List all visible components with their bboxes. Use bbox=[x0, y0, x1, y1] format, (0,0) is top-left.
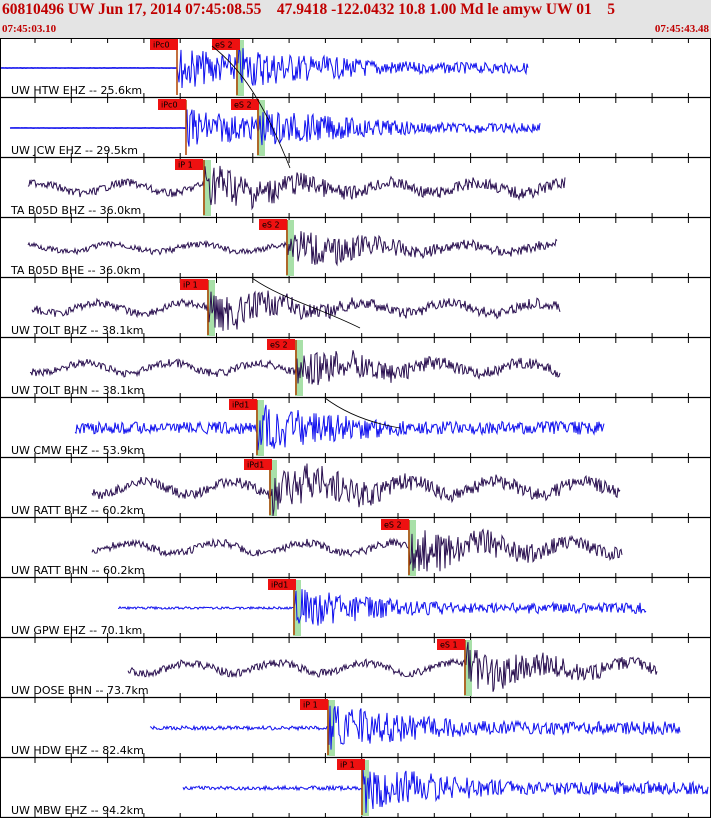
pick-label: eS 2 bbox=[234, 101, 252, 110]
station-label: UW TOLT BHZ -- 38.1km bbox=[11, 324, 144, 337]
pick-label: eS 2 bbox=[215, 41, 233, 50]
pick-label: iP 1 bbox=[303, 701, 318, 710]
pick-box[interactable] bbox=[381, 519, 409, 530]
pick-box[interactable] bbox=[229, 399, 257, 410]
pick-window bbox=[269, 460, 277, 516]
trace-panel: iP 1 UW MBW EHZ -- 94.2km bbox=[0, 758, 711, 818]
waveform bbox=[29, 350, 561, 386]
pick-window bbox=[464, 640, 472, 696]
pick-box[interactable] bbox=[267, 339, 295, 350]
pick-box[interactable] bbox=[158, 99, 186, 110]
station-label: TA B05D BHZ -- 36.0km bbox=[10, 204, 141, 217]
travel-time-curve bbox=[251, 277, 361, 329]
station-label: UW GPW EHZ -- 70.1km bbox=[11, 624, 142, 637]
waveform bbox=[149, 705, 681, 750]
pick-label: iPd1 bbox=[247, 461, 264, 470]
trace-panel: eS 2 UW RATT BHN -- 60.2km bbox=[0, 518, 711, 579]
waveform bbox=[118, 589, 647, 626]
trace-panel: iPd1 UW GPW EHZ -- 70.1km bbox=[0, 578, 711, 639]
trace-panel: iP 1 TA B05D BHZ -- 36.0km bbox=[0, 158, 711, 219]
pick-box[interactable] bbox=[175, 159, 203, 170]
waveform bbox=[182, 768, 709, 813]
trace-panel: iPc0 eS 2 UW HTW EHZ -- 25.6km bbox=[0, 38, 711, 99]
station-label: UW DOSE BHN -- 73.7km bbox=[11, 684, 149, 697]
station-label: UW HDW EHZ -- 82.4km bbox=[11, 744, 144, 757]
pick-window bbox=[203, 160, 211, 216]
station-label: UW JCW EHZ -- 29.5km bbox=[11, 144, 138, 157]
station-label: UW CMW EHZ -- 53.9km bbox=[11, 444, 144, 457]
trace-panel: eS 1 UW DOSE BHN -- 73.7km bbox=[0, 638, 711, 699]
trace-panel: iPc0 eS 2 UW JCW EHZ -- 29.5km bbox=[0, 98, 711, 159]
waveform bbox=[91, 463, 621, 516]
pick-label: eS 2 bbox=[384, 521, 402, 530]
station-label: TA B05D BHE -- 36.0km bbox=[10, 264, 141, 277]
station-label: UW RATT BHZ -- 60.2km bbox=[11, 504, 144, 517]
pick-label: eS 1 bbox=[440, 641, 458, 650]
travel-time-curve bbox=[211, 45, 291, 169]
pick-label: eS 2 bbox=[262, 221, 280, 230]
trace-panel: iPd1 UW CMW EHZ -- 53.9km bbox=[0, 398, 711, 459]
station-label: UW MBW EHZ -- 94.2km bbox=[11, 804, 144, 817]
pick-label: eS 2 bbox=[270, 341, 288, 350]
pick-label: iPc0 bbox=[153, 41, 170, 50]
event-header: 60810496 UW Jun 17, 2014 07:45:08.55 47.… bbox=[0, 0, 711, 38]
waveform bbox=[27, 165, 566, 211]
start-time: 07:45:03.10 bbox=[2, 23, 57, 35]
pick-label: iPd1 bbox=[271, 581, 288, 590]
station-label: UW TOLT BHN -- 38.1km bbox=[11, 384, 144, 397]
pick-box[interactable] bbox=[150, 39, 178, 50]
pick-box[interactable] bbox=[244, 459, 272, 470]
waveform bbox=[91, 528, 623, 572]
pick-box[interactable] bbox=[300, 699, 328, 710]
pick-label: iP 1 bbox=[340, 761, 355, 770]
pick-window bbox=[207, 280, 215, 336]
waveform bbox=[127, 642, 658, 692]
waveform bbox=[27, 231, 558, 267]
station-label: UW HTW EHZ -- 25.6km bbox=[11, 84, 142, 97]
waveform bbox=[31, 290, 561, 331]
pick-box[interactable] bbox=[268, 579, 296, 590]
event-title: 60810496 UW Jun 17, 2014 07:45:08.55 47.… bbox=[2, 1, 615, 18]
end-time: 07:45:43.48 bbox=[654, 23, 709, 35]
pick-box[interactable] bbox=[437, 639, 465, 650]
trace-panel: iP 1 UW HDW EHZ -- 82.4km bbox=[0, 698, 711, 759]
pick-box[interactable] bbox=[259, 219, 287, 230]
pick-box[interactable] bbox=[212, 39, 240, 50]
pick-label: iPc0 bbox=[161, 101, 178, 110]
pick-box[interactable] bbox=[231, 99, 259, 110]
pick-label: iPd1 bbox=[232, 401, 249, 410]
seismogram-panel[interactable]: iPc0 eS 2 UW HTW EHZ -- 25.6km iPc0 eS 2 UW J… bbox=[0, 38, 711, 818]
trace-panel: eS 2 UW TOLT BHN -- 38.1km bbox=[0, 338, 711, 399]
waveform bbox=[74, 404, 605, 451]
trace-panel: eS 2 TA B05D BHE -- 36.0km bbox=[0, 218, 711, 279]
pick-label: iP 1 bbox=[178, 161, 193, 170]
station-label: UW RATT BHN -- 60.2km bbox=[11, 564, 145, 577]
trace-panel: iP 1 UW TOLT BHZ -- 38.1km bbox=[0, 278, 711, 339]
pick-box[interactable] bbox=[180, 279, 208, 290]
pick-box[interactable] bbox=[337, 759, 365, 770]
pick-label: iP 1 bbox=[183, 281, 198, 290]
trace-panel: iPd1 UW RATT BHZ -- 60.2km bbox=[0, 458, 711, 519]
travel-time-curve bbox=[324, 397, 401, 429]
pick-window bbox=[236, 40, 244, 96]
